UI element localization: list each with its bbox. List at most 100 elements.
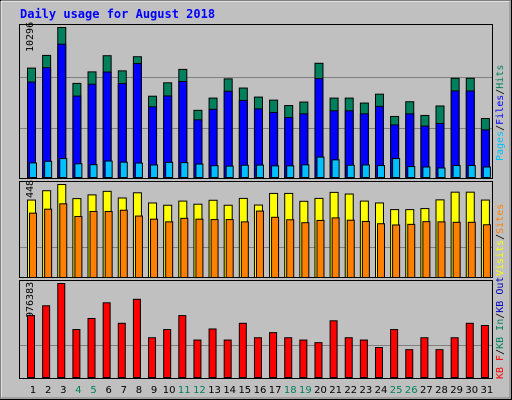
- bar-pages-31: [482, 166, 491, 178]
- x-tick-label: 12: [193, 385, 206, 396]
- x-tick-label: 10: [163, 385, 176, 396]
- bar-sites-28: [437, 221, 446, 279]
- bar-kbf-28: [435, 349, 444, 379]
- bar-pages-4: [74, 163, 83, 178]
- bar-kbf-5: [87, 317, 96, 378]
- bar-kbf-27: [420, 337, 429, 378]
- bar-pages-28: [437, 167, 446, 179]
- bar-sites-17: [271, 216, 280, 278]
- bar-sites-1: [29, 212, 37, 278]
- bar-sites-31: [482, 224, 491, 279]
- bar-pages-13: [210, 165, 219, 178]
- x-axis-ticks: 1 2 3 4 5 6 7 8 9 10 11 12 13 14 15 16 17 18 19 20 21 22 23 24 2…: [30, 385, 493, 396]
- legend-visits: Visits: [495, 240, 506, 276]
- bar-kbf-4: [72, 329, 81, 378]
- bar-sites-29: [452, 221, 461, 278]
- legend-pages: Pages: [495, 131, 506, 161]
- bar-files-29: [450, 90, 460, 178]
- bar-pages-17: [271, 165, 280, 178]
- bar-kbf-31: [480, 325, 489, 379]
- x-tick-label: 7: [121, 385, 127, 396]
- bar-sites-15: [240, 221, 249, 279]
- x-tick-label: 14: [223, 385, 236, 396]
- x-tick-label: 3: [60, 385, 66, 396]
- bar-kbf-8: [132, 298, 141, 378]
- kb-max-label: 976383: [25, 282, 36, 318]
- bar-kbf-22: [344, 337, 353, 378]
- bar-pages-9: [150, 164, 159, 178]
- bar-pages-29: [452, 165, 461, 179]
- bar-pages-27: [422, 166, 431, 178]
- bar-sites-8: [134, 215, 143, 279]
- bar-kbf-21: [329, 320, 338, 379]
- bar-pages-25: [392, 158, 401, 179]
- bar-kbf-17: [269, 332, 278, 378]
- legend-kbf: KB F: [495, 355, 506, 379]
- bar-kbf-30: [465, 322, 474, 379]
- bar-kbf-2: [42, 305, 51, 378]
- bar-kbf-19: [299, 339, 308, 378]
- bar-kbf-10: [163, 329, 172, 378]
- bar-kbf-11: [178, 315, 187, 378]
- x-tick-label: 8: [136, 385, 142, 396]
- bars: [27, 27, 491, 379]
- legend-sep: /: [495, 234, 506, 240]
- bar-sites-19: [301, 222, 310, 278]
- bar-kbf-7: [117, 322, 126, 379]
- legend-visits-sites: Visits/Sites: [495, 204, 506, 276]
- bar-sites-4: [74, 215, 83, 278]
- bar-kbf-23: [359, 339, 368, 378]
- x-tick-label: 24: [375, 385, 388, 396]
- x-tick-label: 26: [405, 385, 418, 396]
- x-tick-label: 6: [105, 385, 111, 396]
- x-tick-label: 21: [329, 385, 342, 396]
- bar-files-5: [87, 83, 97, 178]
- x-tick-label: 25: [390, 385, 403, 396]
- legend-sep: /: [495, 89, 506, 95]
- bar-pages-18: [286, 165, 295, 178]
- bar-pages-1: [29, 162, 37, 178]
- x-tick-label: 5: [90, 385, 96, 396]
- bar-kbf-20: [314, 342, 323, 379]
- x-tick-label: 23: [359, 385, 372, 396]
- x-tick-label: 1: [30, 385, 36, 396]
- bar-pages-3: [59, 158, 68, 179]
- bar-sites-16: [255, 210, 264, 278]
- bar-kbf-9: [148, 337, 157, 378]
- bar-pages-15: [240, 164, 249, 178]
- x-tick-label: 30: [465, 385, 478, 396]
- hits-max-label: 10296: [25, 22, 36, 52]
- legend-sep: /: [495, 313, 506, 319]
- bar-sites-18: [286, 219, 295, 278]
- bar-pages-7: [119, 161, 128, 179]
- bar-sites-21: [331, 217, 340, 278]
- x-tick-label: 4: [75, 385, 81, 396]
- x-tick-label: 11: [178, 385, 191, 396]
- bar-kbf-29: [450, 337, 459, 378]
- x-tick-label: 2: [45, 385, 51, 396]
- bar-sites-5: [89, 210, 98, 278]
- bar-pages-21: [331, 159, 340, 178]
- legend-kbin: KB In: [495, 319, 506, 349]
- bar-pages-6: [104, 160, 113, 178]
- bar-sites-6: [104, 210, 113, 278]
- chart-title: Daily usage for August 2018: [20, 7, 215, 21]
- bar-sites-24: [376, 223, 385, 278]
- x-tick-label: 19: [299, 385, 312, 396]
- bar-sites-27: [422, 221, 431, 278]
- bar-pages-23: [361, 164, 370, 178]
- bar-kbf-25: [390, 329, 399, 378]
- legend-hits: Hits: [495, 65, 506, 89]
- x-tick-label: 22: [344, 385, 357, 396]
- bar-pages-14: [225, 165, 234, 179]
- bar-kbf-15: [238, 322, 247, 379]
- bar-sites-11: [180, 217, 189, 278]
- legend-kbout: KB Out: [495, 277, 506, 313]
- x-tick-label: 15: [238, 385, 251, 396]
- bar-kbf-26: [405, 349, 414, 379]
- bar-sites-14: [225, 219, 234, 279]
- bar-kbf-12: [193, 339, 202, 378]
- bar-sites-30: [467, 221, 476, 278]
- bar-kbf-18: [284, 337, 293, 378]
- bar-pages-12: [195, 163, 204, 179]
